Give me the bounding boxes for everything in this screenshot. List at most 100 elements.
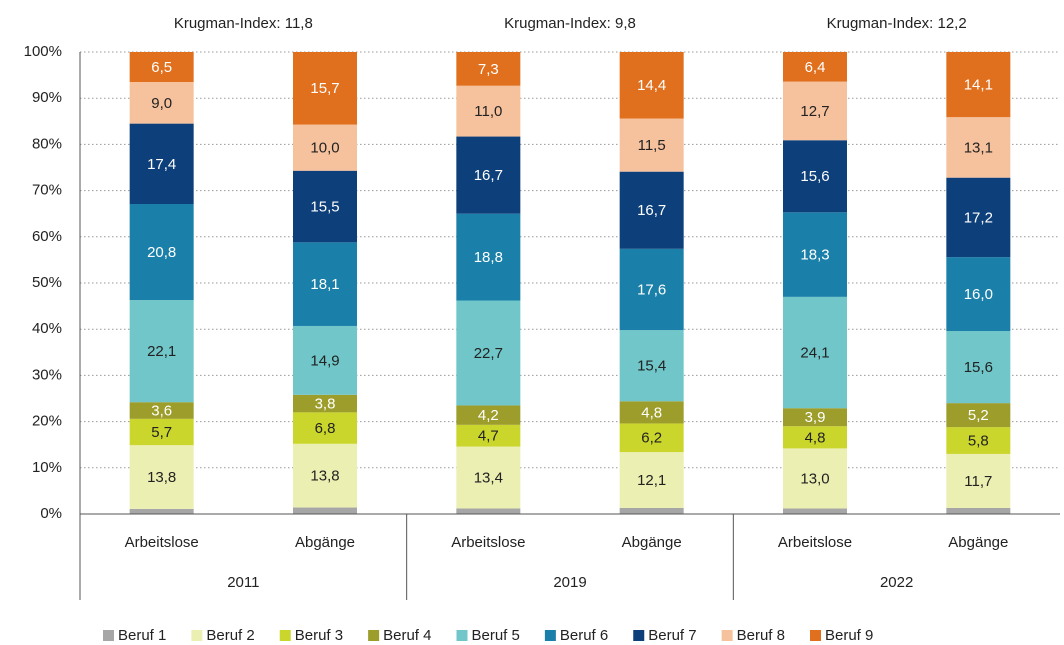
bar-segment: [619, 248, 684, 331]
data-label: 6,2: [641, 430, 662, 447]
bar-segment: [129, 82, 194, 124]
data-label: 22,1: [147, 343, 176, 360]
y-tick-label: 30%: [32, 366, 62, 383]
data-label: 7,3: [478, 61, 499, 78]
annotation: Krugman-Index: 11,8: [174, 15, 313, 32]
bar-segment: [456, 52, 521, 86]
data-label: 13,8: [147, 469, 176, 486]
group-label: 2011: [227, 574, 259, 591]
legend-swatch: [368, 630, 380, 641]
data-label: 13,0: [800, 470, 829, 487]
legend-swatch: [633, 630, 645, 641]
legend-label: Beruf 9: [825, 627, 873, 644]
data-label: 6,4: [805, 59, 826, 76]
bar-segment: [946, 117, 1011, 178]
data-label: 16,7: [637, 202, 666, 219]
bar-segment: [946, 331, 1011, 404]
bar-segment: [456, 508, 521, 514]
data-label: 15,7: [310, 80, 339, 97]
data-label: 13,1: [964, 139, 993, 156]
data-label: 14,9: [310, 352, 339, 369]
y-tick-label: 60%: [32, 228, 62, 245]
data-label: 17,4: [147, 156, 176, 173]
annotation: Krugman-Index: 9,8: [504, 15, 636, 32]
bar-segment: [783, 52, 847, 82]
bar-segment: [946, 177, 1011, 258]
legend-label: Beruf 7: [648, 627, 696, 644]
legend-swatch: [544, 630, 556, 641]
bar-segment: [619, 52, 684, 119]
bar-segment: [293, 412, 357, 444]
data-label: 12,1: [637, 472, 666, 489]
legend-swatch: [810, 630, 821, 641]
data-label: 15,6: [800, 168, 829, 185]
bar-segment: [783, 448, 847, 509]
data-label: 4,7: [478, 428, 499, 445]
legend-swatch: [279, 630, 291, 641]
group-label: 2019: [553, 574, 586, 591]
y-tick-label: 50%: [32, 274, 62, 291]
data-label: 11,5: [638, 137, 666, 154]
bar-segment: [293, 394, 357, 413]
bar-segment: [946, 403, 1011, 428]
data-label: 22,7: [474, 345, 503, 362]
x-tick-label: Abgänge: [295, 534, 355, 551]
data-label: 14,1: [964, 77, 993, 94]
annotation: Krugman-Index: 12,2: [827, 15, 967, 32]
y-tick-label: 40%: [32, 320, 62, 337]
data-label: 3,8: [315, 396, 336, 413]
data-label: 3,6: [151, 402, 172, 419]
bar-segment: [619, 401, 684, 424]
bar-segment: [293, 242, 357, 326]
bar-segment: [456, 424, 521, 447]
data-label: 5,7: [151, 424, 172, 441]
data-label: 18,8: [474, 249, 503, 266]
bar-segment: [293, 124, 357, 171]
bar-segment: [129, 203, 194, 301]
group-label: 2022: [880, 574, 913, 591]
legend-swatch: [456, 630, 468, 641]
bar-segment: [456, 446, 521, 509]
bar-segment: [946, 507, 1011, 514]
data-label: 11,0: [474, 103, 502, 120]
y-tick-label: 100%: [24, 43, 62, 60]
bar-segment: [293, 507, 357, 514]
y-tick-label: 90%: [32, 89, 62, 106]
data-label: 5,2: [968, 407, 989, 424]
bar-segment: [783, 426, 847, 449]
bar-segment: [946, 52, 1011, 118]
bar-segment: [619, 423, 684, 453]
x-tick-label: Abgänge: [622, 534, 682, 551]
x-tick-label: Arbeitslose: [451, 534, 525, 551]
bar-segment: [293, 170, 357, 243]
data-label: 4,2: [478, 407, 499, 424]
data-label: 16,0: [964, 286, 993, 303]
data-label: 24,1: [800, 344, 829, 361]
bar-segment: [129, 300, 194, 403]
bar-segment: [456, 405, 521, 425]
bar-segment: [619, 507, 684, 514]
bar-segment: [946, 257, 1011, 332]
data-label: 18,1: [310, 276, 339, 293]
bar-segment: [456, 136, 521, 214]
bar-segment: [783, 81, 847, 141]
bar-segment: [293, 443, 357, 508]
bar-segment: [129, 418, 194, 446]
legend-label: Beruf 2: [206, 627, 254, 644]
bar-segment: [783, 212, 847, 297]
data-label: 13,4: [474, 469, 503, 486]
x-tick-label: Arbeitslose: [125, 534, 199, 551]
data-label: 15,6: [964, 359, 993, 376]
bar-segment: [456, 85, 521, 137]
data-label: 3,9: [805, 409, 826, 426]
bar-segment: [129, 402, 194, 419]
y-tick-label: 10%: [32, 459, 62, 476]
data-label: 6,5: [151, 59, 172, 76]
bar-segment: [619, 452, 684, 508]
bar-segment: [129, 52, 194, 83]
x-tick-label: Arbeitslose: [778, 534, 852, 551]
y-tick-label: 70%: [32, 182, 62, 199]
data-label: 15,4: [637, 358, 666, 375]
y-tick-label: 80%: [32, 135, 62, 152]
